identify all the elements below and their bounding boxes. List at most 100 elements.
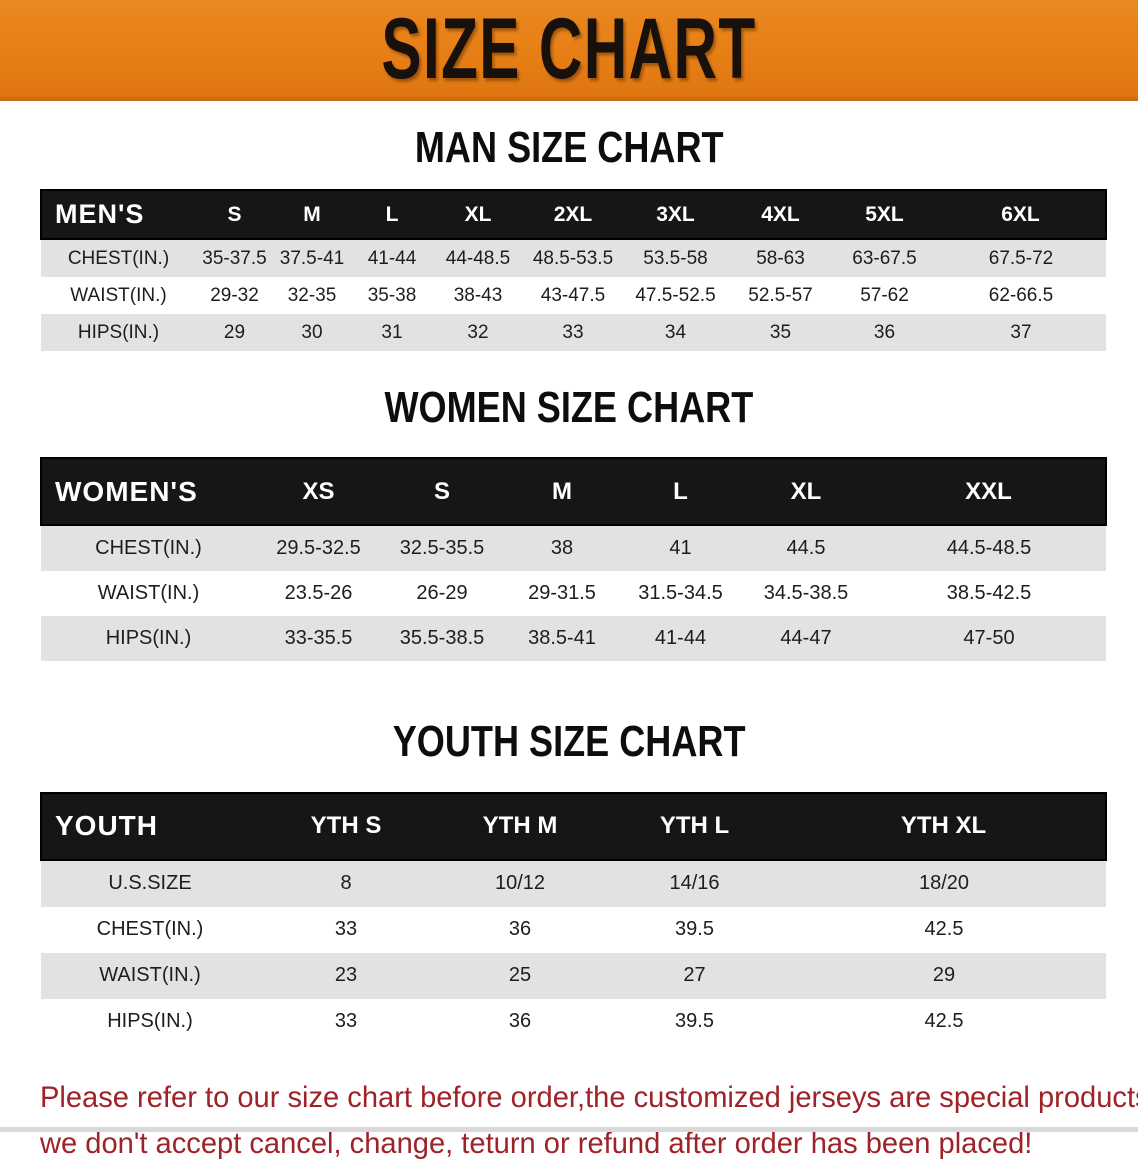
size-value-cell: 33-35.5 bbox=[284, 627, 353, 650]
size-column-header: YTH L bbox=[659, 812, 730, 840]
size-column-header: 3XL bbox=[656, 202, 695, 226]
mens-section-heading: MAN SIZE CHART bbox=[0, 123, 1138, 172]
size-value-cell: 26-29 bbox=[416, 582, 468, 605]
row-label: HIPS(IN.) bbox=[77, 321, 160, 343]
size-column-header: XS bbox=[302, 477, 335, 505]
size-value-cell: 47-50 bbox=[963, 627, 1015, 650]
row-label: HIPS(IN.) bbox=[105, 627, 192, 650]
size-value-cell: 48.5-53.5 bbox=[532, 247, 614, 269]
table-row: WAIST(IN.) 23 25 27 29 bbox=[41, 952, 1106, 999]
size-column-header: L bbox=[673, 477, 688, 505]
size-value-cell: 43-47.5 bbox=[540, 284, 606, 306]
size-value-cell: 33 bbox=[562, 321, 584, 343]
womens-section-heading: WOMEN SIZE CHART bbox=[0, 384, 1138, 431]
size-value-cell: 8 bbox=[340, 872, 352, 895]
size-value-cell: 29-32 bbox=[210, 284, 259, 306]
policy-line-1: Please refer to our size chart before or… bbox=[40, 1080, 1138, 1114]
mens-size-table: MEN'S S M L XL 2XL 3XL 4XL 5XL 6XL CHEST(IN.) 35-37… bbox=[40, 189, 1107, 352]
size-header-row: YOUTH YTH S YTH M YTH L YTH XL bbox=[41, 792, 1106, 860]
size-column-header: S bbox=[433, 477, 450, 505]
row-label: CHEST(IN.) bbox=[67, 247, 170, 269]
order-policy-note: Please refer to our size chart before or… bbox=[40, 1075, 1138, 1167]
size-value-cell: 30 bbox=[301, 321, 323, 343]
size-value-cell: 58-63 bbox=[756, 247, 805, 269]
size-column-header: 5XL bbox=[865, 202, 904, 226]
size-value-cell: 32 bbox=[467, 321, 489, 343]
size-column-header: YTH XL bbox=[900, 812, 987, 840]
size-value-cell: 25 bbox=[508, 964, 532, 987]
table-row: WAIST(IN.) 29-32 32-35 35-38 38-43 43-47.5 47.… bbox=[41, 277, 1106, 315]
table-row: U.S.SIZE 8 10/12 14/16 18/20 bbox=[41, 859, 1106, 907]
table-row: WAIST(IN.) 23.5-26 26-29 29-31.5 31.5-34.5 34… bbox=[41, 571, 1106, 617]
size-value-cell: 42.5 bbox=[924, 918, 964, 941]
size-column-header: YTH S bbox=[310, 812, 382, 840]
table-row: HIPS(IN.) 33 36 39.5 42.5 bbox=[41, 998, 1106, 1045]
size-value-cell: 34 bbox=[664, 321, 687, 343]
size-value-cell: 44-47 bbox=[780, 627, 832, 650]
womens-section: WOMEN SIZE CHART WOMEN'S XS S M L XL XXL CHEST(… bbox=[0, 384, 1138, 662]
size-value-cell: 47.5-52.5 bbox=[635, 284, 716, 306]
size-value-cell: 37.5-41 bbox=[279, 247, 345, 269]
size-value-cell: 18/20 bbox=[918, 872, 970, 895]
size-value-cell: 44-48.5 bbox=[445, 247, 511, 269]
size-value-cell: 39.5 bbox=[675, 918, 714, 941]
size-value-cell: 63-67.5 bbox=[852, 247, 917, 269]
size-value-cell: 36 bbox=[508, 1010, 532, 1033]
size-value-cell: 44.5 bbox=[786, 537, 826, 560]
size-value-cell: 33 bbox=[334, 1010, 358, 1033]
size-value-cell: 29.5-32.5 bbox=[276, 537, 361, 560]
size-value-cell: 38 bbox=[550, 537, 574, 560]
womens-size-table: WOMEN'S XS S M L XL XXL CHEST(IN.) 29.5-32.5 32.5… bbox=[40, 457, 1107, 662]
size-value-cell: 36 bbox=[873, 321, 896, 343]
size-column-header: YTH M bbox=[482, 812, 558, 840]
size-value-cell: 29 bbox=[932, 964, 956, 987]
mens-heading-text: MAN SIZE CHART bbox=[414, 123, 724, 172]
size-column-header: L bbox=[385, 202, 399, 226]
size-value-cell: 32-35 bbox=[287, 284, 337, 306]
table-row: HIPS(IN.) 29 30 31 32 33 34 35 36 37 bbox=[41, 314, 1106, 352]
row-label: HIPS(IN.) bbox=[107, 1010, 193, 1033]
group-label: YOUTH bbox=[55, 810, 158, 842]
size-value-cell: 57-62 bbox=[860, 284, 909, 306]
youth-heading-text: YOUTH SIZE CHART bbox=[392, 717, 746, 767]
size-column-header: M bbox=[303, 202, 321, 226]
banner-title: SIZE CHART bbox=[381, 0, 757, 97]
size-header-row: WOMEN'S XS S M L XL XXL bbox=[41, 458, 1106, 526]
size-value-cell: 67.5-72 bbox=[988, 247, 1054, 269]
size-value-cell: 38-43 bbox=[453, 284, 503, 306]
row-label: U.S.SIZE bbox=[108, 872, 192, 895]
size-value-cell: 36 bbox=[508, 918, 532, 941]
size-column-header: 6XL bbox=[1001, 202, 1040, 226]
group-label: MEN'S bbox=[55, 199, 145, 230]
youth-section: YOUTH SIZE CHART YOUTH YTH S YTH M YTH L YTH… bbox=[0, 719, 1138, 1045]
size-value-cell: 35-37.5 bbox=[202, 247, 267, 269]
size-value-cell: 41 bbox=[669, 537, 692, 560]
size-column-header: M bbox=[552, 477, 572, 505]
size-value-cell: 32.5-35.5 bbox=[399, 537, 485, 560]
size-value-cell: 35-38 bbox=[367, 284, 417, 306]
row-label: WAIST(IN.) bbox=[97, 582, 200, 605]
size-value-cell: 35 bbox=[769, 321, 792, 343]
row-label: WAIST(IN.) bbox=[70, 284, 167, 306]
size-value-cell: 29 bbox=[223, 321, 246, 343]
row-label: WAIST(IN.) bbox=[99, 964, 201, 987]
size-column-header: XL bbox=[464, 202, 492, 226]
youth-section-heading: YOUTH SIZE CHART bbox=[0, 719, 1138, 765]
size-value-cell: 52.5-57 bbox=[748, 284, 813, 306]
mens-section: MAN SIZE CHART MEN'S S M L XL 2XL 3XL 4XL 5XL 6XL… bbox=[0, 123, 1138, 352]
size-value-cell: 34.5-38.5 bbox=[763, 582, 849, 605]
size-value-cell: 23 bbox=[334, 964, 358, 987]
size-value-cell: 53.5-58 bbox=[643, 247, 708, 269]
size-value-cell: 41-44 bbox=[654, 627, 707, 650]
size-value-cell: 10/12 bbox=[494, 872, 546, 895]
bottom-divider bbox=[0, 1127, 1138, 1132]
size-value-cell: 39.5 bbox=[675, 1010, 714, 1033]
youth-size-table: YOUTH YTH S YTH M YTH L YTH XL U.S.SIZE 8 10/12… bbox=[40, 792, 1107, 1045]
size-value-cell: 42.5 bbox=[924, 1010, 964, 1033]
size-column-header: 2XL bbox=[553, 202, 593, 226]
size-value-cell: 31 bbox=[381, 321, 403, 343]
row-label: CHEST(IN.) bbox=[96, 918, 204, 941]
row-label: CHEST(IN.) bbox=[95, 537, 202, 560]
group-label: WOMEN'S bbox=[55, 475, 198, 507]
size-value-cell: 31.5-34.5 bbox=[638, 582, 723, 605]
